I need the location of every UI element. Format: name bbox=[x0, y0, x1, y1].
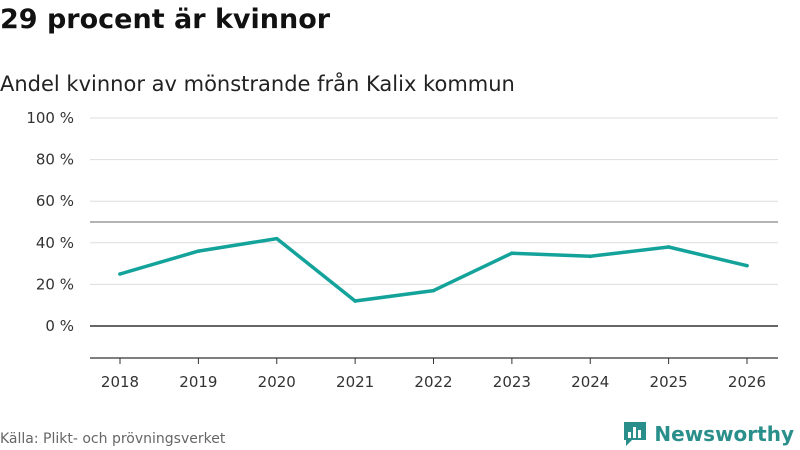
x-tick-label: 2026 bbox=[728, 373, 766, 391]
data-point[interactable] bbox=[196, 249, 201, 253]
data-point[interactable] bbox=[431, 288, 436, 293]
x-tick-label: 2021 bbox=[336, 373, 374, 391]
x-tick-label: 2019 bbox=[179, 373, 217, 391]
data-point[interactable] bbox=[118, 272, 122, 276]
data-point[interactable] bbox=[274, 236, 279, 241]
line-chart: 0 % 20 % 40 % 60 % 80 % 100 % 2018 2019 2020 202… bbox=[26, 109, 778, 391]
newsworthy-logo-icon bbox=[624, 422, 647, 446]
source-note: Källa: Plikt- och prövningsverket bbox=[0, 431, 226, 447]
data-point[interactable] bbox=[353, 299, 357, 303]
y-tick-label: 100 % bbox=[26, 109, 74, 127]
x-tick-label: 2024 bbox=[571, 373, 609, 391]
y-tick-label: 60 % bbox=[36, 192, 74, 210]
y-axis-ticks: 0 % 20 % 40 % 60 % 80 % 100 % bbox=[26, 109, 74, 335]
y-tick-label: 40 % bbox=[36, 234, 74, 252]
chart-title: 29 procent är kvinnor bbox=[0, 4, 331, 35]
x-tick-label: 2018 bbox=[101, 373, 139, 391]
chart-subtitle: Andel kvinnor av mönstrande från Kalix k… bbox=[0, 72, 515, 96]
series-layer bbox=[118, 236, 749, 303]
data-point[interactable] bbox=[588, 254, 593, 259]
x-tick-label: 2023 bbox=[493, 373, 531, 391]
y-tick-label: 80 % bbox=[36, 151, 74, 169]
x-tick-label: 2020 bbox=[258, 373, 296, 391]
grid-lines bbox=[90, 117, 778, 327]
x-tick-label: 2025 bbox=[650, 373, 688, 391]
x-tick-label: 2022 bbox=[414, 373, 452, 391]
y-tick-label: 20 % bbox=[36, 275, 74, 293]
data-point[interactable] bbox=[510, 251, 514, 255]
data-point[interactable] bbox=[666, 245, 671, 249]
data-point[interactable] bbox=[745, 263, 749, 268]
brand-logo: Newsworthy bbox=[622, 420, 794, 448]
y-tick-label: 0 % bbox=[45, 317, 74, 335]
x-axis: 2018 2019 2020 2021 2022 2023 2024 2025 2026 bbox=[90, 357, 778, 391]
brand-name: Newsworthy bbox=[654, 422, 794, 446]
